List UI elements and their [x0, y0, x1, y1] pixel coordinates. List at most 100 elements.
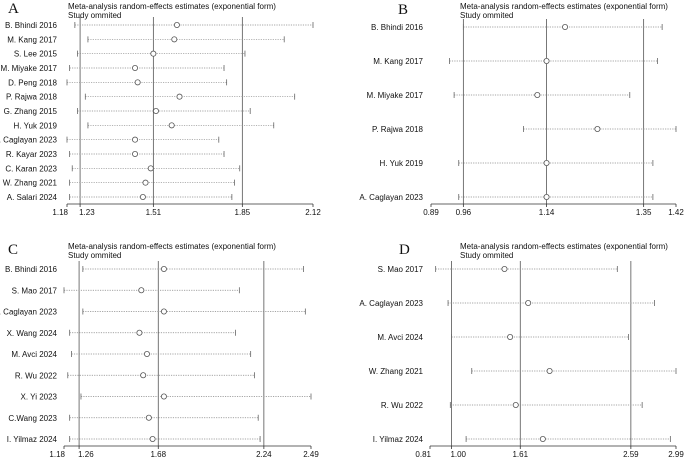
panel-d-point-estimate: [507, 333, 514, 340]
panel-d-tick-label: 1.61: [512, 450, 528, 458]
panel-b-tick-label: 1.35: [636, 208, 652, 217]
panel-a-study-label: S. Lee 2015: [14, 50, 58, 59]
panel-a-study-label: G. Zhang 2015: [4, 107, 58, 116]
panel-d-tick-label: 2.59: [623, 450, 639, 458]
panel-a-title: Meta-analysis random-effects estimates (…: [68, 2, 276, 11]
panel-c-study-label: C.Wang 2023: [8, 414, 57, 423]
panel-a-tick-label: 2.12: [305, 208, 321, 217]
panel-a-point-estimate: [147, 165, 154, 172]
panel-c-tick-label: 2.24: [256, 450, 272, 458]
panel-a-study-label: C. Karan 2023: [5, 164, 57, 173]
panel-c-tick-label: 1.68: [150, 450, 166, 458]
panel-d-study-label: S. Mao 2017: [378, 265, 424, 274]
panel-a-point-estimate: [132, 150, 139, 157]
panel-a-point-estimate: [132, 65, 139, 72]
panel-d-point-estimate: [525, 299, 532, 306]
panel-c-study-label: A. Caglayan 2023: [0, 308, 58, 317]
panel-d-subtitle: Study ommited: [460, 251, 513, 260]
panel-b-point-estimate: [594, 126, 601, 133]
panel-c-study-label: X. Wang 2024: [7, 329, 58, 338]
panel-b-title: Meta-analysis random-effects estimates (…: [460, 2, 668, 11]
panel-b-point-estimate: [543, 159, 550, 166]
panel-d-study-label: I. Yilmaz 2024: [373, 435, 424, 444]
panel-a-point-estimate: [134, 79, 141, 86]
panel-d-study-label: M. Avci 2024: [377, 333, 423, 342]
panel-d-point-estimate: [546, 367, 553, 374]
panel-c-point-estimate: [160, 308, 167, 315]
panel-c-study-label: X. Yi 2023: [21, 393, 58, 402]
panel-a-point-estimate: [168, 122, 175, 129]
panel-d-point-estimate: [512, 401, 519, 408]
panel-d-study-label: W. Zhang 2021: [369, 367, 424, 376]
panel-a-label: A: [8, 1, 19, 17]
panel-b-subtitle: Study ommited: [460, 11, 513, 20]
panel-a-point-estimate: [171, 36, 178, 43]
panel-a-study-label: R. Kayar 2023: [6, 150, 58, 159]
panel-c-study-label: B. Bhindi 2016: [5, 265, 58, 274]
panel-d-title: Meta-analysis random-effects estimates (…: [460, 242, 668, 251]
panel-a-point-estimate: [132, 136, 139, 143]
panel-c-study-label: R. Wu 2022: [15, 371, 58, 380]
panel-c-tick-label: 1.18: [49, 450, 65, 458]
panel-d-study-label: A. Caglayan 2023: [359, 299, 423, 308]
panel-b-tick-label: 0.96: [456, 208, 472, 217]
panel-a-study-label: A. Salari 2024: [7, 193, 58, 202]
panel-a-tick-label: 1.51: [146, 208, 162, 217]
panel-c-point-estimate: [143, 350, 150, 357]
panel-a-study-label: H. Yuk 2019: [14, 121, 58, 130]
panel-d-study-label: R. Wu 2022: [381, 401, 424, 410]
panel-c-point-estimate: [136, 329, 143, 336]
panel-a-study-label: P. Rajwa 2018: [6, 93, 58, 102]
panel-b-study-label: A. Caglayan 2023: [359, 193, 423, 202]
panel-d-point-estimate: [501, 265, 508, 272]
panel-b-study-label: B. Bhindi 2016: [371, 23, 424, 32]
panel-a-study-label: B. Bhindi 2016: [5, 21, 58, 30]
panel-d-tick-label: 1.00: [450, 450, 466, 458]
panel-d-point-estimate: [539, 435, 546, 442]
panel-c-title: Meta-analysis random-effects estimates (…: [68, 242, 276, 251]
panel-b-tick-label: 0.89: [423, 208, 439, 217]
panel-b-point-estimate: [562, 23, 569, 30]
panel-a-point-estimate: [173, 21, 180, 28]
panel-d-tick-label: 0.81: [415, 450, 431, 458]
panel-b-point-estimate: [543, 58, 550, 65]
panel-c-point-estimate: [145, 414, 152, 421]
panel-a-point-estimate: [152, 108, 159, 115]
panel-b-tick-label: 1.14: [539, 208, 555, 217]
panel-a-point-estimate: [150, 50, 157, 57]
panel-c-point-estimate: [140, 372, 147, 379]
panel-a-point-estimate: [176, 93, 183, 100]
panel-a-study-label: M. Kang 2017: [7, 35, 57, 44]
panel-c-point-estimate: [160, 393, 167, 400]
panel-b-label: B: [398, 2, 408, 18]
panel-a-tick-label: 1.18: [52, 208, 68, 217]
panel-a-point-estimate: [142, 179, 149, 186]
panel-b-study-label: M. Kang 2017: [373, 57, 423, 66]
panel-a-study-label: W. Zhang 2021: [3, 179, 58, 188]
panel-c-point-estimate: [149, 435, 156, 442]
panel-b-point-estimate: [534, 92, 541, 99]
panel-c-point-estimate: [160, 265, 167, 272]
panel-d-tick-label: 2.99: [668, 450, 684, 458]
panel-c-tick-label: 1.26: [78, 450, 94, 458]
panel-a-study-label: D. Peng 2018: [8, 78, 57, 87]
panel-c-subtitle: Study ommited: [68, 251, 121, 260]
panel-c-study-label: S. Mao 2017: [12, 286, 58, 295]
panel-b-study-label: M. Miyake 2017: [367, 91, 424, 100]
panel-d-label: D: [399, 242, 410, 258]
panel-b-tick-label: 1.42: [668, 208, 684, 217]
panel-a-study-label: A. Caglayan 2023: [0, 136, 58, 145]
panel-b-study-label: H. Yuk 2019: [380, 159, 424, 168]
panel-a-study-label: M. Miyake 2017: [1, 64, 58, 73]
panel-c-study-label: I. Yilmaz 2024: [7, 435, 58, 444]
panel-c-study-label: M. Avci 2024: [11, 350, 57, 359]
panel-a-tick-label: 1.85: [235, 208, 251, 217]
panel-c-tick-label: 2.49: [303, 450, 319, 458]
panel-c-label: C: [8, 242, 18, 258]
panel-c-point-estimate: [138, 287, 145, 294]
panel-a-point-estimate: [139, 193, 146, 200]
panel-b-study-label: P. Rajwa 2018: [372, 125, 424, 134]
panel-a-tick-label: 1.23: [79, 208, 95, 217]
